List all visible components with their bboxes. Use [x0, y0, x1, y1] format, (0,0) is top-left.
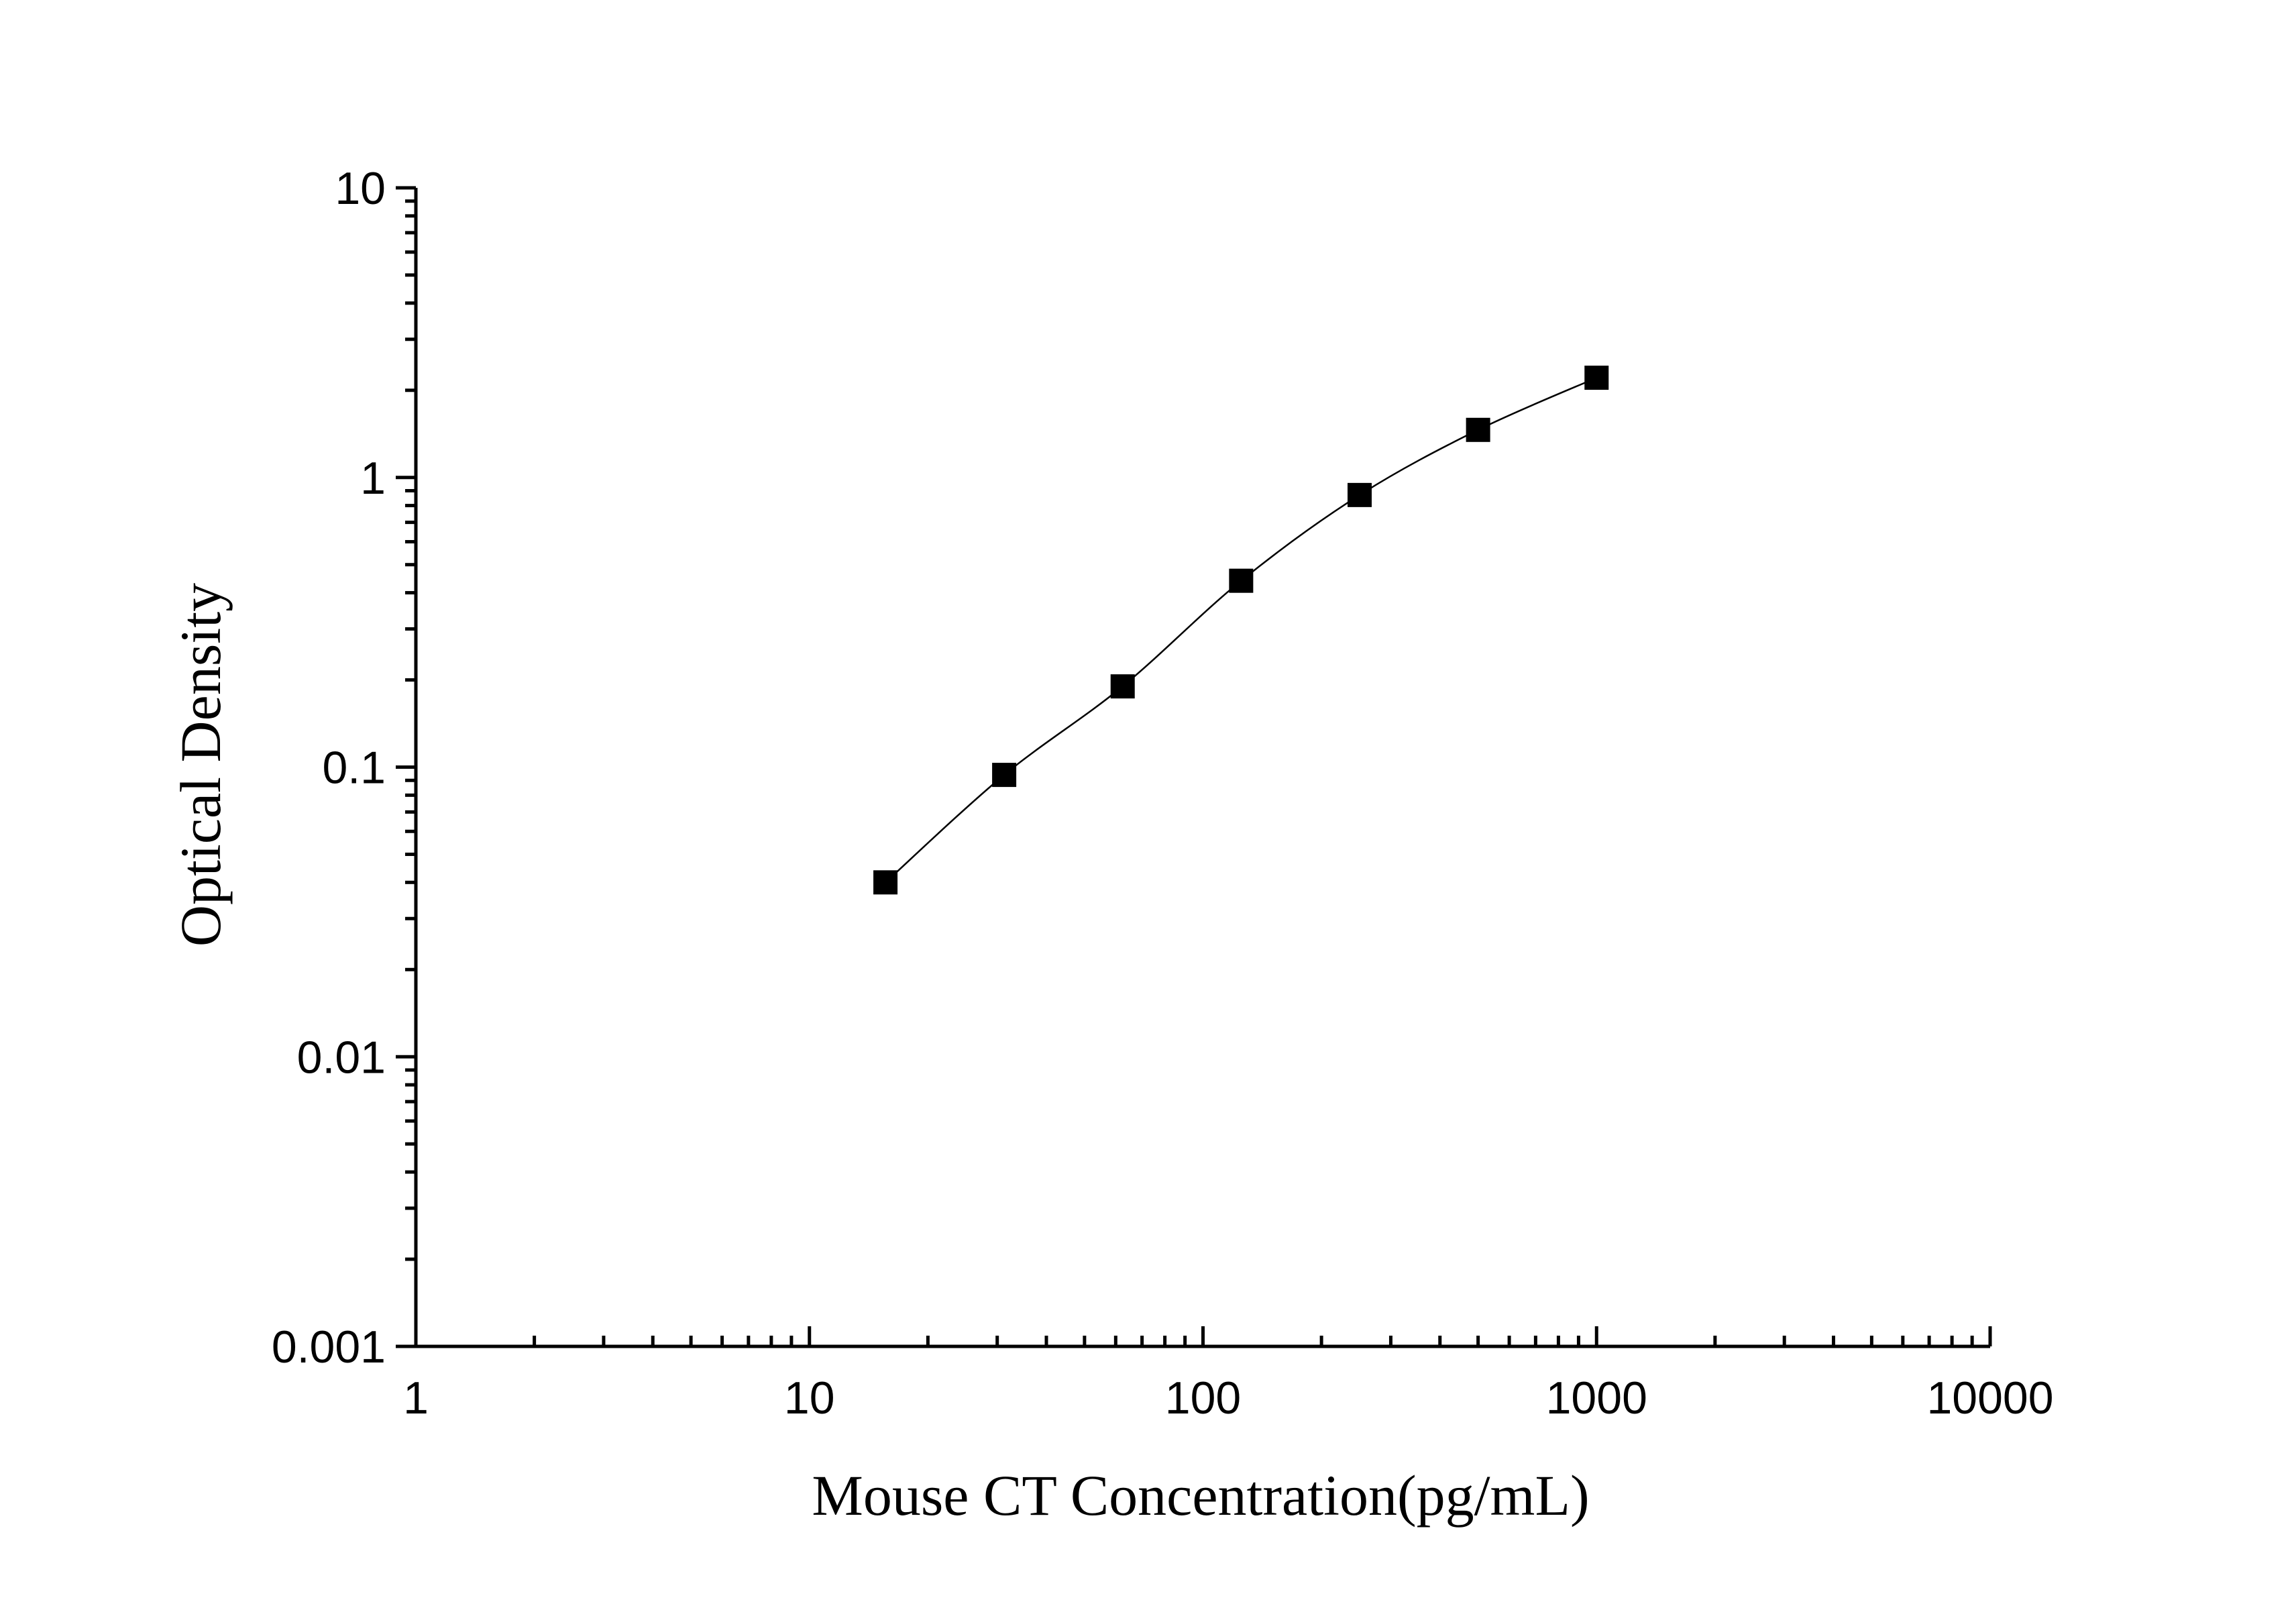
- data-point: [1584, 366, 1609, 390]
- data-point: [873, 870, 898, 895]
- x-tick-label: 1000: [1546, 1373, 1647, 1424]
- data-point: [1110, 674, 1135, 699]
- y-tick-label: 0.1: [322, 743, 386, 794]
- x-tick-label: 10: [784, 1373, 835, 1424]
- data-point: [1229, 568, 1254, 593]
- y-tick-label: 10: [335, 163, 386, 214]
- x-tick-label: 100: [1165, 1373, 1241, 1424]
- data-point: [1466, 417, 1490, 442]
- x-axis: 1 10 100 1000 10000: [403, 1326, 2054, 1424]
- x-tick-label: 1: [403, 1373, 429, 1424]
- y-axis: 0.001 0.01 0.1 1 10: [272, 163, 418, 1373]
- fit-curve-group: [885, 376, 1597, 884]
- y-tick-label: 1: [360, 453, 386, 504]
- fit-curve: [885, 376, 1597, 884]
- y-tick-label: 0.001: [272, 1322, 386, 1373]
- data-point: [1347, 482, 1372, 507]
- data-points: [873, 366, 1609, 895]
- y-tick-label: 0.01: [297, 1032, 386, 1083]
- x-tick-label: 10000: [1926, 1373, 2053, 1424]
- y-axis-title: Optical Density: [168, 583, 233, 947]
- data-point: [992, 763, 1017, 788]
- x-axis-title: Mouse CT Concentration(pg/mL): [812, 1463, 1589, 1528]
